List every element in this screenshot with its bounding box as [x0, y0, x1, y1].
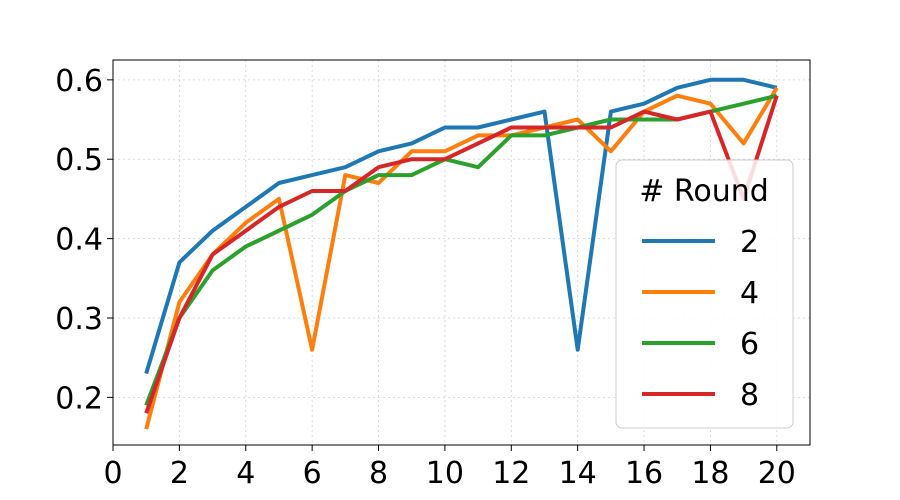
series-line-8: [144, 95, 779, 414]
x-tick-label: 20: [758, 456, 796, 491]
series-lines: [144, 77, 779, 430]
y-axis-ticks: 0.2 0.3 0.4 0.5 0.6: [55, 64, 113, 416]
x-tick-label: 14: [559, 456, 597, 491]
y-tick-label: 0.5: [55, 143, 103, 178]
x-tick-label: 16: [625, 456, 663, 491]
x-tick-label: 12: [492, 456, 530, 491]
series-line-4: [144, 86, 779, 430]
series-line-2: [144, 77, 778, 375]
legend-label-6: 6: [740, 327, 759, 362]
legend-entries: 2 4 6 8: [642, 225, 759, 413]
y-tick-label: 0.6: [55, 64, 103, 99]
x-tick-label: 2: [170, 456, 189, 491]
legend-label-8: 8: [740, 378, 759, 413]
x-tick-label: 18: [691, 456, 729, 491]
legend-label-4: 4: [740, 276, 759, 311]
x-tick-label: 10: [426, 456, 464, 491]
y-tick-label: 0.3: [55, 302, 103, 337]
x-tick-label: 8: [369, 456, 388, 491]
y-tick-label: 0.2: [55, 381, 103, 416]
x-tick-label: 0: [103, 456, 122, 491]
legend: # Round 2 4 6 8: [615, 159, 794, 429]
legend-label-2: 2: [740, 225, 759, 260]
x-axis-ticks: 0 2 4 6 8 10 12 14 16 18 20: [103, 445, 796, 491]
x-tick-label: 4: [236, 456, 255, 491]
x-tick-label: 6: [303, 456, 322, 491]
legend-title: # Round: [639, 174, 769, 209]
y-tick-label: 0.4: [55, 223, 103, 258]
plot-area-frame: [112, 59, 811, 446]
